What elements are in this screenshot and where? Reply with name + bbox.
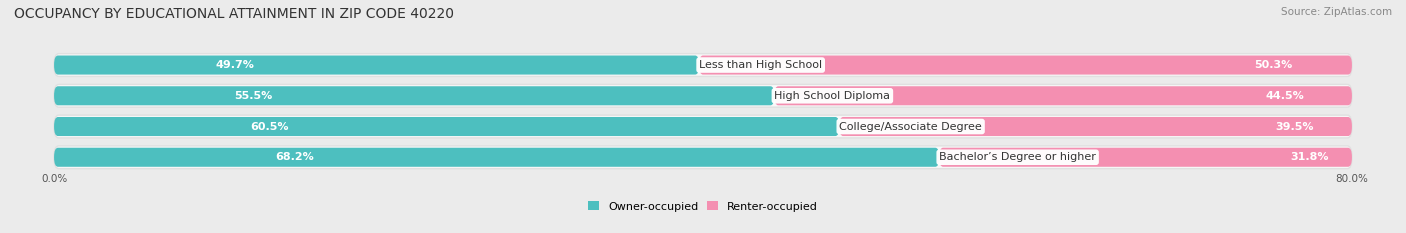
FancyBboxPatch shape (53, 117, 839, 136)
Text: 31.8%: 31.8% (1291, 152, 1329, 162)
Text: Source: ZipAtlas.com: Source: ZipAtlas.com (1281, 7, 1392, 17)
Text: 50.3%: 50.3% (1254, 60, 1292, 70)
Text: Less than High School: Less than High School (699, 60, 823, 70)
FancyBboxPatch shape (775, 86, 1353, 105)
Text: 60.5%: 60.5% (250, 122, 288, 131)
Text: 49.7%: 49.7% (215, 60, 254, 70)
FancyBboxPatch shape (53, 54, 1353, 76)
FancyBboxPatch shape (699, 55, 1353, 75)
FancyBboxPatch shape (53, 148, 939, 167)
FancyBboxPatch shape (53, 86, 775, 105)
Text: College/Associate Degree: College/Associate Degree (839, 122, 981, 131)
Text: 55.5%: 55.5% (235, 91, 273, 101)
Text: High School Diploma: High School Diploma (775, 91, 890, 101)
FancyBboxPatch shape (53, 55, 699, 75)
Text: 44.5%: 44.5% (1265, 91, 1303, 101)
FancyBboxPatch shape (839, 117, 1353, 136)
FancyBboxPatch shape (53, 84, 1353, 107)
FancyBboxPatch shape (53, 115, 1353, 138)
FancyBboxPatch shape (939, 148, 1353, 167)
Text: Bachelor’s Degree or higher: Bachelor’s Degree or higher (939, 152, 1097, 162)
Text: 0.0%: 0.0% (41, 174, 67, 184)
Text: 80.0%: 80.0% (1336, 174, 1368, 184)
Text: 39.5%: 39.5% (1275, 122, 1313, 131)
Legend: Owner-occupied, Renter-occupied: Owner-occupied, Renter-occupied (588, 201, 818, 212)
Text: OCCUPANCY BY EDUCATIONAL ATTAINMENT IN ZIP CODE 40220: OCCUPANCY BY EDUCATIONAL ATTAINMENT IN Z… (14, 7, 454, 21)
Text: 68.2%: 68.2% (276, 152, 314, 162)
FancyBboxPatch shape (53, 146, 1353, 169)
